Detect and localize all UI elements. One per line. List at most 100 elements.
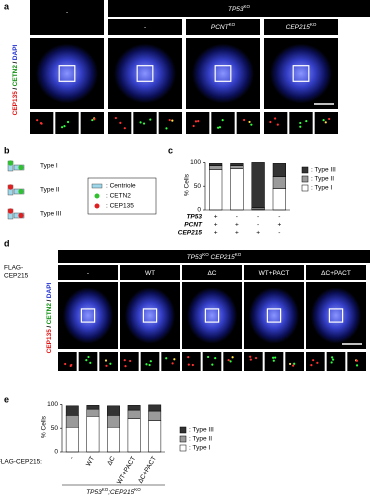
stain-part: /	[12, 88, 19, 90]
bar-segment	[86, 405, 100, 410]
inset-dot	[273, 117, 277, 120]
header: TP53KO CEP215KO	[187, 252, 242, 261]
column-label-part: CEP215	[286, 24, 311, 31]
column-label: -	[87, 270, 89, 277]
inset	[211, 112, 235, 134]
inset-dot	[39, 121, 43, 125]
inset	[161, 352, 180, 371]
condition-value: -	[257, 214, 259, 221]
nucleus	[310, 287, 362, 344]
group-label-part: ;CEP215	[108, 489, 134, 496]
inset	[80, 112, 104, 134]
inset-dot	[187, 356, 190, 359]
column-label: -	[144, 24, 147, 31]
stain-part: CEP135	[46, 329, 53, 354]
inset-dot	[330, 361, 333, 364]
inset-dot	[171, 362, 174, 365]
y-tick-label: 100	[47, 401, 58, 408]
inset-dot	[165, 357, 168, 360]
inset-dot	[197, 120, 200, 123]
roi-box	[142, 308, 158, 323]
stain-label: CEP135/CETN2/DAPI	[12, 44, 19, 115]
inset-dot	[187, 363, 190, 366]
condition-name: PCNT	[184, 222, 203, 229]
panel-label: a	[4, 1, 10, 11]
nucleus	[113, 43, 177, 104]
legend-key	[91, 183, 103, 189]
inset-dot	[206, 355, 210, 359]
roi-box	[136, 65, 154, 82]
inset-dot	[331, 356, 334, 359]
roi-box	[80, 308, 96, 323]
bar-segment	[209, 165, 223, 170]
bar-segment	[65, 426, 79, 453]
inset-dot	[168, 118, 171, 122]
header-part: TP53	[228, 6, 244, 13]
inset	[223, 352, 242, 371]
x-tick-label: ΔC	[106, 455, 117, 467]
roi-box	[204, 308, 220, 323]
inset	[99, 352, 118, 371]
inset-dot	[142, 122, 146, 125]
inset-dot	[271, 356, 275, 359]
bar-segment	[127, 405, 141, 411]
condition-value: -	[278, 230, 280, 237]
column-label: -	[66, 9, 69, 16]
inset-dot	[305, 119, 308, 123]
column-label: CEP215KO	[286, 22, 317, 31]
inset-dot	[173, 358, 176, 361]
type-label: Type II	[40, 187, 60, 194]
column-header	[182, 265, 242, 280]
panel-label: d	[4, 238, 10, 248]
condition-name: CEP215	[178, 230, 203, 237]
inset-dot	[293, 362, 296, 365]
condition-name: TP53	[186, 214, 202, 221]
inset	[202, 352, 222, 371]
condition-value: -	[257, 222, 259, 229]
bar-segment	[127, 409, 141, 419]
bar-segment	[127, 418, 141, 453]
inset-dot	[221, 118, 224, 122]
stain-part: DAPI	[12, 44, 19, 60]
condition-value: +	[214, 230, 218, 237]
group-label-part: TP53	[86, 489, 102, 496]
column-label: PCNTKO	[211, 22, 236, 31]
header-part: CEP215	[209, 254, 235, 261]
marker-dot	[18, 212, 24, 219]
condition-value: +	[235, 222, 239, 229]
legend-label: : CEP135	[106, 203, 134, 210]
column-label-part: KO	[310, 22, 317, 27]
column-label-part: WT+PACT	[259, 270, 290, 277]
column-header	[306, 265, 366, 280]
bar-segment	[86, 416, 100, 453]
inset-dot	[109, 362, 112, 365]
inset-dot	[194, 120, 198, 123]
column-label-part: ΔC+PACT	[321, 270, 351, 277]
x-tick-label: WT+PACT	[116, 455, 137, 485]
roi-box	[214, 65, 232, 82]
header-part: TP53	[187, 254, 203, 261]
y-tick-label: 50	[51, 425, 59, 432]
inset-dot	[87, 355, 90, 359]
column-header	[244, 265, 304, 280]
nucleus	[186, 287, 238, 344]
marker-dot	[7, 160, 14, 166]
x-axis-label: FLAG-CEP215:	[0, 459, 42, 466]
header-part: KO	[202, 252, 209, 257]
inset-dot	[165, 127, 168, 130]
column-label-part: -	[144, 24, 147, 31]
inset-dot	[250, 123, 253, 126]
inset-dot	[105, 364, 108, 367]
inset	[182, 352, 201, 371]
nucleus	[62, 287, 114, 344]
inset-dot	[312, 359, 315, 362]
marker-dot	[7, 184, 14, 190]
inset-dot	[66, 120, 70, 124]
bar-segment	[148, 420, 162, 453]
inset-dot	[288, 362, 292, 366]
bar-segment	[251, 162, 265, 208]
column-header	[120, 265, 180, 280]
header: TP53KO	[228, 4, 251, 13]
bar-segment	[230, 168, 244, 211]
inset-dot	[63, 124, 66, 128]
